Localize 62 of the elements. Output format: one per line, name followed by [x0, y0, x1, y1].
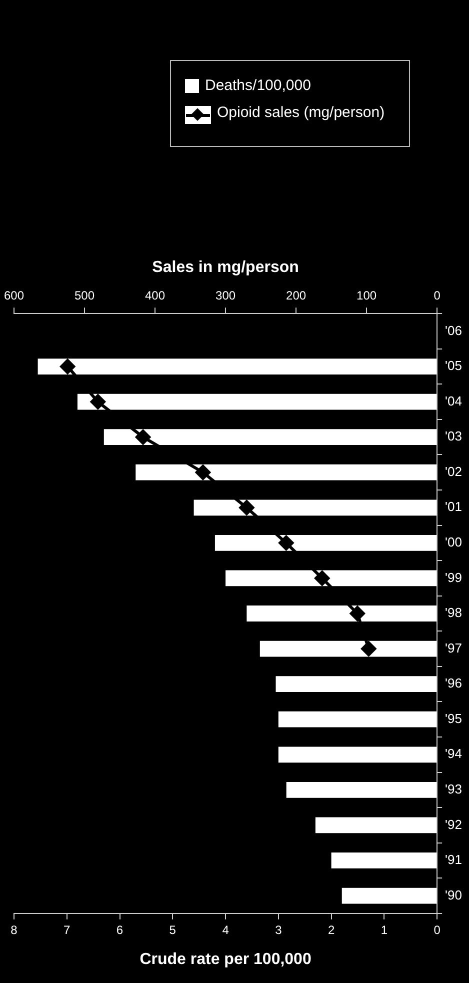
x2-tick-label: 0: [434, 288, 441, 303]
point: [278, 535, 294, 550]
point: [361, 641, 376, 656]
y-tick-label: '94: [445, 746, 462, 762]
y-tick-label: '92: [445, 816, 462, 832]
x2-axis-title: Sales in mg/person: [152, 259, 299, 276]
y-tick-label: '04: [445, 393, 462, 408]
x-tick-label: 5: [169, 922, 176, 937]
y-tick-label: '03: [445, 428, 462, 444]
bar: [278, 746, 437, 763]
point: [314, 570, 330, 586]
point: [60, 359, 76, 374]
x-tick-label: 1: [380, 922, 388, 937]
x-tick-label: 6: [116, 922, 124, 937]
x-axis-title: Crude rate per 100,000: [140, 950, 312, 968]
x-tick-label: 3: [275, 922, 282, 937]
y-tick-label: '02: [445, 464, 462, 479]
x-tick-label: 2: [328, 922, 335, 937]
y-tick-label: '96: [445, 676, 462, 691]
bar: [246, 606, 437, 622]
x2-tick-label: 600: [4, 288, 24, 303]
bar: [260, 640, 437, 657]
bar: [136, 464, 437, 480]
bar: [331, 852, 437, 868]
x2-tick-label: 500: [74, 288, 95, 303]
x2-tick-label: 200: [286, 288, 306, 303]
y-tick-label: '06: [445, 322, 462, 338]
x-tick-label: 4: [222, 922, 230, 937]
legend-label: Deaths/100,000: [205, 77, 311, 94]
y-tick-label: '05: [445, 358, 462, 374]
x2-tick-label: 400: [145, 288, 166, 303]
bar: [342, 888, 437, 904]
bar: [315, 817, 437, 834]
y-tick-label: '95: [445, 710, 462, 726]
bar: [194, 500, 437, 516]
y-tick-label: '98: [445, 605, 462, 620]
y-tick-label: '93: [445, 781, 462, 796]
legend-label: Opioid sales (mg/person): [217, 104, 385, 121]
point: [195, 464, 210, 480]
y-tick-label: '99: [445, 570, 462, 585]
bar: [278, 711, 437, 728]
y-tick-label: '01: [445, 499, 462, 514]
bar: [276, 676, 437, 692]
x2-tick-label: 300: [216, 288, 236, 303]
point: [90, 394, 106, 410]
x-tick-label: 8: [10, 922, 18, 937]
bar: [214, 534, 437, 551]
x-tick-label: 7: [64, 922, 71, 937]
point: [350, 606, 365, 621]
y-tick-label: '00: [445, 534, 462, 550]
bar: [286, 782, 437, 798]
point: [239, 500, 254, 516]
y-tick-label: '90: [445, 887, 462, 902]
bar: [226, 570, 437, 586]
bar: [104, 429, 437, 446]
x-tick-label: 0: [434, 922, 441, 937]
y-tick-label: '97: [445, 640, 462, 656]
bar: [77, 394, 437, 410]
y-tick-label: '91: [445, 852, 462, 868]
bar: [38, 358, 437, 374]
x2-tick-label: 100: [356, 288, 377, 303]
point: [136, 430, 151, 445]
